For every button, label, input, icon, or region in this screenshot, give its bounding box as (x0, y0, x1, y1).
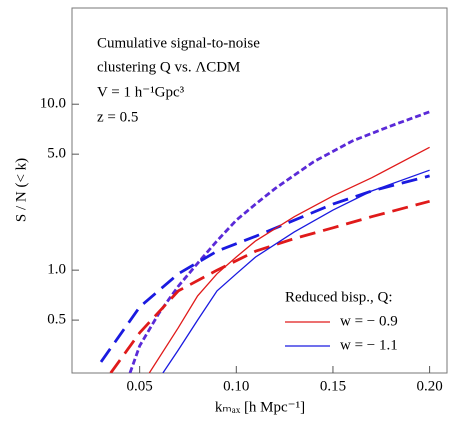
annotation: V = 1 h⁻¹Gpc³ (97, 84, 185, 100)
series-line (99, 174, 430, 363)
legend-label: w = − 0.9 (340, 313, 398, 329)
series-line (162, 169, 430, 373)
annotation: clustering Q vs. ΛCDM (97, 59, 240, 75)
y-tick-label: 5.0 (47, 146, 66, 162)
legend-title: Reduced bisp., Q: (285, 289, 392, 305)
annotation: Cumulative signal-to-noise (97, 35, 260, 51)
y-tick-label: 1.0 (47, 262, 66, 278)
y-axis-label: S / N (< k) (13, 158, 29, 222)
y-tick-label: 0.5 (47, 312, 66, 328)
annotation: z = 0.5 (97, 109, 138, 125)
x-axis-label: kₘₐₓ [h Mpc⁻¹] (215, 399, 305, 415)
x-tick-label: 0.05 (127, 378, 153, 394)
x-tick-label: 0.15 (320, 378, 346, 394)
series-line (148, 146, 430, 373)
y-tick-label: 10.0 (40, 96, 66, 112)
plot-frame (71, 7, 448, 374)
x-tick-label: 0.20 (416, 378, 442, 394)
series-line (109, 199, 430, 373)
legend-label: w = − 1.1 (340, 337, 398, 353)
x-tick-label: 0.10 (223, 378, 249, 394)
